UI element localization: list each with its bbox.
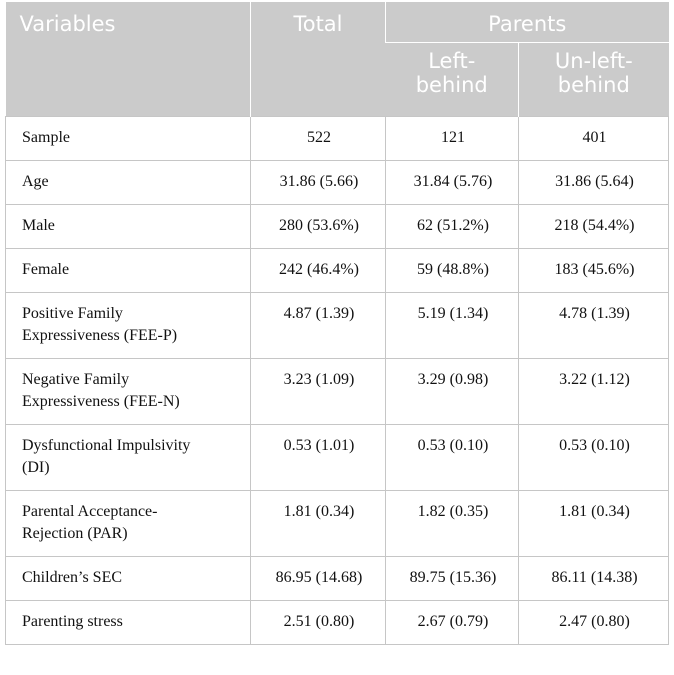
table-cell: 86.95 (14.68) — [250, 556, 386, 601]
row-label: Negative Family Expressiveness (FEE-N) — [22, 371, 180, 410]
header-cell: Variables — [5, 2, 251, 117]
header-cell: Un-left-behind — [517, 42, 669, 117]
table-cell: 59 (48.8%) — [385, 248, 519, 293]
table-cell: Female — [5, 248, 251, 293]
table-cell: Negative Family Expressiveness (FEE-N) — [5, 358, 251, 425]
table-cell: 522 — [250, 116, 386, 161]
header-cell: Left-behind — [385, 42, 519, 117]
table-cell: 242 (46.4%) — [250, 248, 386, 293]
table-row: Positive Family Expressiveness (FEE-P) 4.… — [5, 292, 670, 359]
table-cell: 3.29 (0.98) — [385, 358, 519, 425]
table-cell: 0.53 (1.01) — [250, 424, 386, 491]
table-cell: 3.22 (1.12) — [517, 358, 670, 425]
table-row: Female 242 (46.4%) 59 (48.8%) 183 (45.6%) — [5, 248, 670, 293]
header-cell: Parents — [384, 2, 669, 43]
table-cell: 183 (45.6%) — [517, 248, 670, 293]
row-label: Female — [22, 261, 70, 278]
table-cell: Positive Family Expressiveness (FEE-P) — [5, 292, 251, 359]
table-cell: 401 — [517, 116, 670, 161]
table-row: Negative Family Expressiveness (FEE-N) 3.… — [5, 358, 670, 425]
row-label: Dysfunctional Impulsivity (DI) — [22, 437, 191, 476]
table-row: Male 280 (53.6%) 62 (51.2%) 218 (54.4%) — [5, 204, 670, 249]
table-body: Sample 522 121 401 Age 31.86 (5.66) 31.84 (5.7… — [5, 116, 670, 645]
table-row: Parental Acceptance-Rejection (PAR) 1.81 … — [5, 490, 670, 557]
table-cell: 4.78 (1.39) — [517, 292, 670, 359]
table-cell: 1.81 (0.34) — [250, 490, 386, 557]
row-label: Positive Family Expressiveness (FEE-P) — [22, 305, 178, 344]
table-cell: 0.53 (0.10) — [517, 424, 670, 491]
table-cell: 1.82 (0.35) — [385, 490, 519, 557]
table-row: Sample 522 121 401 — [5, 116, 670, 161]
data-table: Variables Total Parents Left-behind Un-l… — [5, 2, 670, 645]
table-cell: 2.67 (0.79) — [385, 600, 519, 645]
table-row: Dysfunctional Impulsivity (DI) 0.53 (1.01… — [5, 424, 670, 491]
table-row: Children’s SEC 86.95 (14.68) 89.75 (15.36)… — [5, 556, 670, 601]
row-label: Male — [22, 217, 55, 234]
table-row: Age 31.86 (5.66) 31.84 (5.76) 31.86 (5.64) — [5, 160, 670, 205]
table-cell: 62 (51.2%) — [385, 204, 519, 249]
table-cell: 31.86 (5.64) — [517, 160, 670, 205]
table-cell: 121 — [385, 116, 519, 161]
table-cell: 4.87 (1.39) — [250, 292, 386, 359]
table-cell: 86.11 (14.38) — [517, 556, 670, 601]
table-cell: Children’s SEC — [5, 556, 251, 601]
row-label: Parental Acceptance-Rejection (PAR) — [22, 503, 158, 542]
table-row: Parenting stress 2.51 (0.80) 2.67 (0.79) 2.… — [5, 600, 670, 645]
table-cell: 89.75 (15.36) — [385, 556, 519, 601]
row-label: Children’s SEC — [22, 569, 123, 586]
table-cell: 1.81 (0.34) — [517, 490, 670, 557]
table-cell: 2.47 (0.80) — [517, 600, 670, 645]
table-cell: 31.86 (5.66) — [250, 160, 386, 205]
table-cell: 5.19 (1.34) — [385, 292, 519, 359]
table-cell: 0.53 (0.10) — [385, 424, 519, 491]
header-cell: Total — [250, 2, 386, 117]
table-cell: Age — [5, 160, 251, 205]
table-cell: Male — [5, 204, 251, 249]
table-cell: Parenting stress — [5, 600, 251, 645]
table-cell: 218 (54.4%) — [517, 204, 670, 249]
table-cell: 280 (53.6%) — [250, 204, 386, 249]
table-cell: 3.23 (1.09) — [250, 358, 386, 425]
row-label: Sample — [22, 129, 70, 146]
table-cell: 2.51 (0.80) — [250, 600, 386, 645]
table-cell: Parental Acceptance-Rejection (PAR) — [5, 490, 251, 557]
row-label: Age — [22, 173, 49, 190]
table-cell: Dysfunctional Impulsivity (DI) — [5, 424, 251, 491]
row-label: Parenting stress — [22, 613, 123, 630]
table-cell: 31.84 (5.76) — [385, 160, 519, 205]
table-cell: Sample — [5, 116, 251, 161]
